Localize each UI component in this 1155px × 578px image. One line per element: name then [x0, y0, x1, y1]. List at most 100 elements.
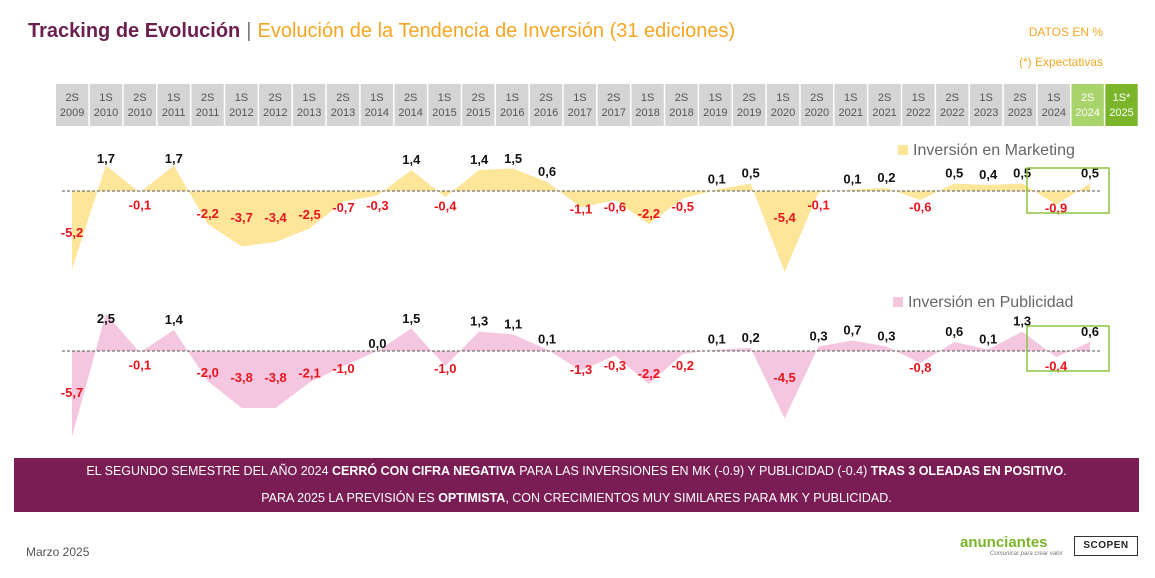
period-label: 2023	[1008, 107, 1032, 119]
period-label: 2S	[269, 92, 282, 104]
period-label: 1S	[641, 92, 654, 104]
period-cell	[1105, 84, 1138, 126]
period-label: 1S	[844, 92, 857, 104]
period-label: 2S	[404, 92, 417, 104]
data-label: -4,5	[773, 370, 795, 385]
period-cell	[665, 84, 698, 126]
data-label: 2,5	[97, 311, 115, 326]
period-label: 2S	[946, 92, 959, 104]
data-label: -0,6	[604, 199, 626, 214]
data-label: 0,1	[708, 172, 726, 187]
data-label: 0,7	[843, 323, 861, 338]
period-cell	[157, 84, 190, 126]
period-cell	[225, 84, 258, 126]
period-label: 2011	[162, 107, 186, 119]
period-label: 2S	[472, 92, 485, 104]
data-label: -1,0	[434, 361, 456, 376]
period-label: 2016	[500, 107, 524, 119]
period-cell	[89, 84, 123, 126]
data-label: 0,2	[742, 330, 760, 345]
period-label: 2012	[263, 107, 287, 119]
expectation-note: (*) Expectativas	[1018, 55, 1103, 69]
period-cell	[394, 84, 427, 126]
period-label: 2021	[872, 107, 896, 119]
period-label: 2017	[568, 107, 592, 119]
period-label: 2010	[94, 107, 118, 119]
period-label: 2S	[1013, 92, 1026, 104]
title-main: Tracking de Evolución	[28, 20, 241, 42]
legend-label: Inversión en Publicidad	[908, 294, 1073, 311]
legend-swatch	[898, 145, 908, 155]
data-label: -0,4	[434, 199, 457, 214]
period-label: 2014	[398, 107, 422, 119]
anunciantes-tagline: Comunicar para crear valor	[990, 551, 1063, 557]
period-label: 2022	[940, 107, 964, 119]
period-label: 2S	[742, 92, 755, 104]
data-label: -1,0	[332, 361, 354, 376]
data-label: 0,5	[945, 166, 963, 181]
period-label: 1S	[302, 92, 315, 104]
data-label: 1,3	[470, 314, 488, 329]
period-label: 1S	[912, 92, 925, 104]
anunciantes-logo: anunciantes	[960, 534, 1048, 551]
banner-line-2: PARA 2025 LA PREVISIÓN ES OPTIMISTA, CON…	[261, 491, 892, 505]
period-cell	[902, 84, 935, 126]
scopen-logo: SCOPEN	[1074, 536, 1138, 556]
page-title: Tracking de Evolución | Evolución de la Te…	[28, 20, 735, 43]
period-cell	[936, 84, 969, 126]
data-label: -5,7	[61, 385, 83, 400]
period-cell	[563, 84, 597, 126]
period-label: 2023	[974, 107, 998, 119]
period-cell	[56, 84, 89, 126]
data-label: -0,5	[672, 199, 694, 214]
period-label: 1S*	[1113, 92, 1131, 104]
highlight-box	[1026, 167, 1110, 214]
data-label: -0,7	[332, 200, 354, 215]
data-label: 1,7	[165, 151, 183, 166]
units-note: DATOS EN %	[1028, 25, 1103, 39]
title-separator: |	[246, 20, 252, 42]
data-label: -2,0	[197, 365, 219, 380]
data-label: 1,4	[165, 312, 184, 327]
period-label: 2017	[602, 107, 626, 119]
period-cell	[1037, 84, 1070, 126]
period-cell	[631, 84, 664, 126]
period-label: 2010	[128, 107, 152, 119]
period-cell	[462, 84, 495, 126]
data-label: -0,2	[672, 358, 694, 373]
period-label: 2016	[534, 107, 558, 119]
data-label: -2,2	[197, 206, 219, 221]
period-label: 2S	[607, 92, 620, 104]
period-label: 2019	[703, 107, 727, 119]
period-label: 2021	[838, 107, 862, 119]
period-cell	[800, 84, 834, 126]
data-label: 1,3	[1013, 314, 1031, 329]
period-label: 2013	[331, 107, 355, 119]
period-label: 2S	[65, 92, 78, 104]
data-label: 0,3	[809, 329, 827, 344]
data-label: 0,1	[538, 332, 556, 347]
period-label: 1S	[709, 92, 722, 104]
period-label: 2020	[805, 107, 829, 119]
data-label: 1,1	[504, 317, 522, 332]
period-label: 2S	[201, 92, 214, 104]
period-cell	[496, 84, 529, 126]
series-area	[72, 313, 1090, 437]
data-label: 0,0	[368, 336, 386, 351]
data-label: -3,4	[264, 210, 287, 225]
data-label: -3,8	[230, 370, 252, 385]
period-label: 2009	[60, 107, 84, 119]
period-label: 1S	[776, 92, 789, 104]
period-label: 1S	[573, 92, 586, 104]
period-label: 1S	[370, 92, 383, 104]
data-label: 0,4	[979, 167, 998, 182]
period-cell	[733, 84, 766, 126]
title-subtitle: Evolución de la Tendencia de Inversión (…	[257, 20, 736, 42]
period-cell	[1003, 84, 1037, 126]
data-label: -0,8	[909, 360, 931, 375]
period-cell	[529, 84, 563, 126]
period-label: 2S	[810, 92, 823, 104]
period-label: 2020	[771, 107, 795, 119]
data-label: -5,2	[61, 225, 83, 240]
data-label: -0,1	[129, 357, 151, 372]
